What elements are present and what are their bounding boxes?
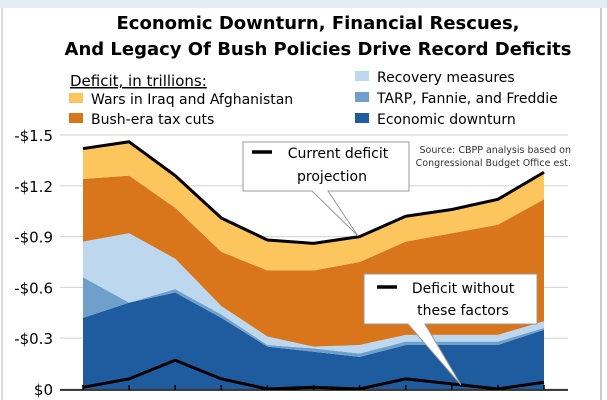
y-tick-label: -$1.5 [14,127,53,145]
legend-swatch [355,92,369,102]
legend-item: Recovery measures [355,70,515,86]
legend-swatch [69,93,83,103]
area-economic-downturn [83,292,544,389]
y-tick-label: $0 [34,381,53,399]
callout-current-label-1: Current deficit [288,146,389,162]
legend-item: TARP, Fannie, and Freddie [355,91,558,107]
x-axis [60,385,568,391]
legend: Economic downturn TARP, Fannie, and Fredd… [69,70,558,128]
area-recovery-measures [83,233,544,354]
callout-current-label-2: projection [297,169,367,185]
legend-title: Deficit, in trillions: [70,72,207,90]
callout-deficit-without: Deficit without these factors [363,273,538,386]
source-note-line-1: Source: CBPP analysis based on [420,145,572,156]
top-strip [0,0,607,8]
line-current-deficit-projection [82,140,545,245]
chart-title-line-2: And Legacy Of Bush Policies Drive Record… [65,39,572,60]
source-note-line-2: Congressional Budget Office est. [416,158,571,169]
legend-item: Economic downturn [355,112,516,128]
y-tick-label: -$0.9 [14,229,53,247]
callout-without-label-2: these factors [417,303,509,319]
chart-title-line-1: Economic Downturn, Financial Rescues, [116,13,519,34]
callout-current-box [242,141,410,237]
legend-swatch [69,113,83,123]
y-tick-label: -$1.2 [14,178,53,196]
callout-current-deficit: Current deficit projection [242,141,410,237]
legend-swatch [355,113,369,123]
y-tick-label: -$0.6 [14,279,53,297]
callout-without-label-1: Deficit without [412,281,515,297]
legend-label: Recovery measures [377,70,515,86]
legend-item: Wars in Iraq and Afghanistan [69,92,293,108]
y-axis: -$1.5 -$1.2 -$0.9 -$0.6 -$0.3 $0 [14,127,53,399]
legend-item: Bush-era tax cuts [69,112,214,128]
legend-label: Wars in Iraq and Afghanistan [91,92,293,108]
legend-label: Bush-era tax cuts [91,112,214,128]
legend-swatch [355,71,369,81]
legend-label: TARP, Fannie, and Freddie [376,91,558,107]
callout-without-box [363,273,538,386]
legend-label: Economic downturn [377,112,516,128]
y-tick-label: -$0.3 [14,330,53,348]
